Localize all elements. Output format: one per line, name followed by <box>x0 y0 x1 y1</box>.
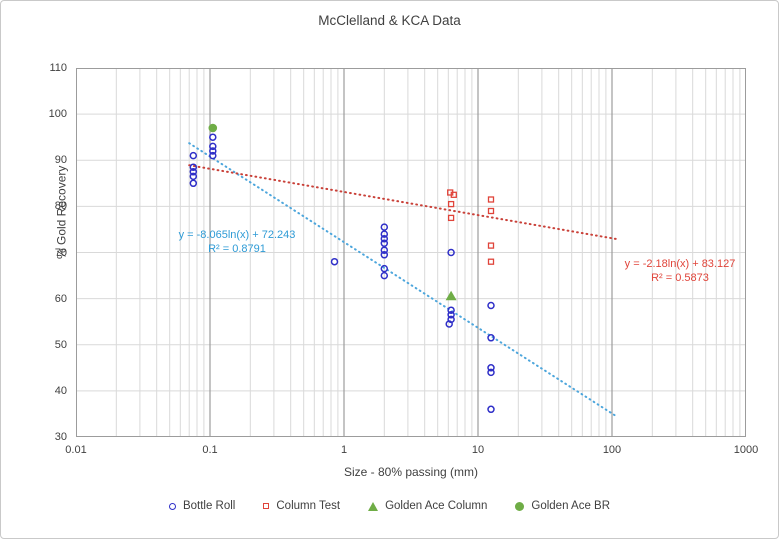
legend-item-golden-ace-column: Golden Ace Column <box>368 500 487 512</box>
data-point-bottle-roll <box>447 311 455 319</box>
r-squared-text: R² = 0.5873 <box>651 271 709 284</box>
y-tick-label: 70 <box>54 246 67 259</box>
plot-border <box>76 68 746 437</box>
data-point-column-test <box>487 196 495 203</box>
y-tick-label: 90 <box>54 154 67 167</box>
data-point-bottle-roll <box>380 239 389 248</box>
trendline-column-test <box>188 164 619 241</box>
data-point-bottle-roll <box>380 234 389 243</box>
y-tick-label: 30 <box>54 431 67 443</box>
trendline-equation-column-test: y = -2.18ln(x) + 83.127 R² = 0.5873 <box>607 258 753 285</box>
data-point-bottle-roll <box>189 163 198 171</box>
data-point-bottle-roll <box>380 264 389 273</box>
data-point-bottle-roll <box>380 251 389 259</box>
data-point-bottle-roll <box>209 133 217 141</box>
x-tick-label: 100 <box>602 444 622 456</box>
equation-text: y = -8.065ln(x) + 72.243 <box>178 229 296 241</box>
legend-item-bottle-roll: Bottle Roll <box>168 500 236 512</box>
x-tick-label: 0.1 <box>202 444 218 456</box>
triangle-icon <box>368 501 379 511</box>
trendline-bottle-roll <box>188 142 619 418</box>
data-point-bottle-roll <box>380 230 389 238</box>
legend-label: Column Test <box>276 500 341 512</box>
data-point-column-test <box>487 207 495 215</box>
legend-label: Bottle Roll <box>182 500 236 512</box>
series-column-test <box>447 189 495 265</box>
y-tick-label: 60 <box>54 292 67 305</box>
data-point-column-test <box>447 214 455 222</box>
legend-item-golden-ace-br: Golden Ace BR <box>515 500 610 512</box>
filled-circle-icon <box>515 501 525 511</box>
data-point-bottle-roll <box>209 151 217 160</box>
data-point-column-test <box>447 200 455 208</box>
data-point-bottle-roll <box>330 257 339 266</box>
y-tick-label: 110 <box>49 62 67 74</box>
open-circle-icon <box>168 502 176 510</box>
open-square-icon <box>263 503 270 509</box>
data-point-column-test <box>487 242 495 249</box>
x-axis-title: Size - 80% passing (mm) <box>343 465 479 479</box>
plot-canvas <box>76 68 746 437</box>
legend-label: Golden Ace BR <box>531 500 611 512</box>
data-point-bottle-roll <box>487 368 495 377</box>
data-point-bottle-roll <box>487 301 495 310</box>
chart-title: McClelland & KCA Data <box>318 13 461 28</box>
trendline-equation-bottle-roll: y = -8.065ln(x) + 72.243 R² = 0.8791 <box>167 229 307 256</box>
legend-item-column-test: Column Test <box>263 500 340 512</box>
data-point-bottle-roll <box>487 334 495 342</box>
x-tick-label: 1000 <box>733 444 759 456</box>
data-point-bottle-roll <box>447 248 455 257</box>
equation-text: y = -2.18ln(x) + 83.127 <box>624 258 736 270</box>
data-point-bottle-roll <box>447 306 455 314</box>
data-point-golden-ace-column <box>445 290 457 301</box>
data-point-bottle-roll <box>189 151 198 160</box>
data-point-column-test <box>450 191 457 198</box>
data-point-bottle-roll <box>380 271 389 280</box>
series-golden-ace-br <box>208 123 218 133</box>
data-point-bottle-roll <box>209 142 217 151</box>
y-tick-label: 80 <box>54 200 67 213</box>
data-point-bottle-roll <box>209 147 217 155</box>
data-point-bottle-roll <box>487 364 495 372</box>
x-tick-label: 10 <box>471 444 485 456</box>
y-tick-label: 40 <box>54 384 67 397</box>
chart-legend: Bottle Roll Column Test Golden Ace Column G… <box>1 500 778 512</box>
x-tick-label: 1 <box>340 444 348 456</box>
series-bottle-roll <box>189 133 495 414</box>
x-tick-label: 0.01 <box>65 444 87 456</box>
data-point-bottle-roll <box>189 168 198 176</box>
data-point-column-test <box>487 258 495 265</box>
data-point-bottle-roll <box>445 320 453 328</box>
data-point-bottle-roll <box>380 223 389 231</box>
data-point-golden-ace-br <box>208 123 218 133</box>
data-point-bottle-roll <box>487 405 495 414</box>
data-point-bottle-roll <box>189 172 198 181</box>
legend-label: Golden Ace Column <box>385 500 488 512</box>
series-golden-ace-column <box>445 290 457 301</box>
data-point-bottle-roll <box>189 179 198 188</box>
data-point-bottle-roll <box>380 246 389 254</box>
y-tick-label: 50 <box>54 338 67 351</box>
y-tick-label: 100 <box>48 108 67 121</box>
r-squared-text: R² = 0.8791 <box>208 242 266 255</box>
